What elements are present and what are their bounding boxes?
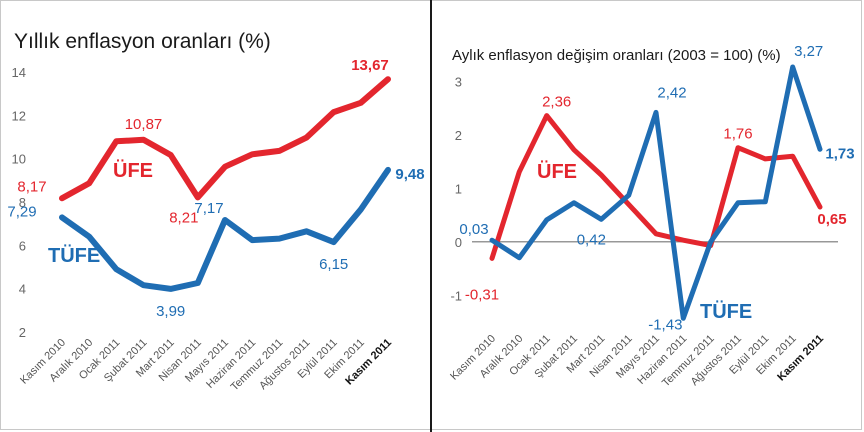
data-label: 2,36 [542,94,571,111]
data-label: 0,03 [459,221,488,238]
data-label: 3,99 [156,303,185,320]
y-tick-label: 8 [19,195,26,210]
y-tick-label: 14 [12,65,26,80]
y-tick-label: 0 [455,235,462,250]
data-label: 7,17 [194,200,223,217]
chart-title: Yıllık enflasyon oranları (%) [14,30,271,53]
annual-inflation-panel: Yıllık enflasyon oranları (%) 2 4 6 8 10 12 14… [0,0,430,432]
data-label: 8,21 [169,209,198,226]
series-name-label: ÜFE [113,159,153,182]
data-label: 9,48 [395,166,424,183]
y-tick-label: 6 [19,238,26,253]
series-line-tüfe [489,64,823,321]
data-label: 8,17 [17,178,46,195]
y-tick-label: 2 [455,128,462,143]
data-label: 2,42 [657,84,686,101]
data-label: 13,67 [351,57,389,74]
data-label: 1,73 [825,145,854,162]
y-tick-label: -1 [450,288,462,303]
monthly-inflation-panel: Aylık enflasyon değişim oranları (2003 =… [432,0,864,432]
series-line-tüfe [59,166,391,292]
data-label: -0,31 [465,286,499,303]
monthly-inflation-chart: -1 0 1 2 3 -0,31 2,36 1,76 0,65 0,03 0,42 2,42 -1,43… [448,43,854,389]
annual-inflation-chart: 2 4 6 8 10 12 14 8,17 10,87 8,21 13,67 7,29 3,99 7,17… [7,57,424,393]
y-tick-label: 2 [19,325,26,340]
y-tick-label: 4 [19,282,26,297]
panel-divider [430,0,432,432]
series-name-label: TÜFE [700,300,752,323]
data-label: 6,15 [319,256,348,273]
data-label: 0,42 [577,231,606,248]
series-name-label: ÜFE [537,160,577,183]
data-label: 3,27 [794,43,823,60]
series-name-label: TÜFE [48,244,100,267]
data-label: -1,43 [648,316,682,333]
y-tick-label: 3 [455,74,462,89]
data-label: 1,76 [723,126,752,143]
series-line-üfe [59,76,391,202]
data-label: 0,65 [817,211,846,228]
data-label: 7,29 [7,203,36,220]
y-tick-label: 1 [455,181,462,196]
y-tick-label: 12 [12,108,26,123]
chart-title: Aylık enflasyon değişim oranları (2003 =… [452,47,781,64]
data-label: 10,87 [125,116,163,133]
series-line-üfe [489,113,823,261]
y-tick-label: 10 [12,152,26,167]
